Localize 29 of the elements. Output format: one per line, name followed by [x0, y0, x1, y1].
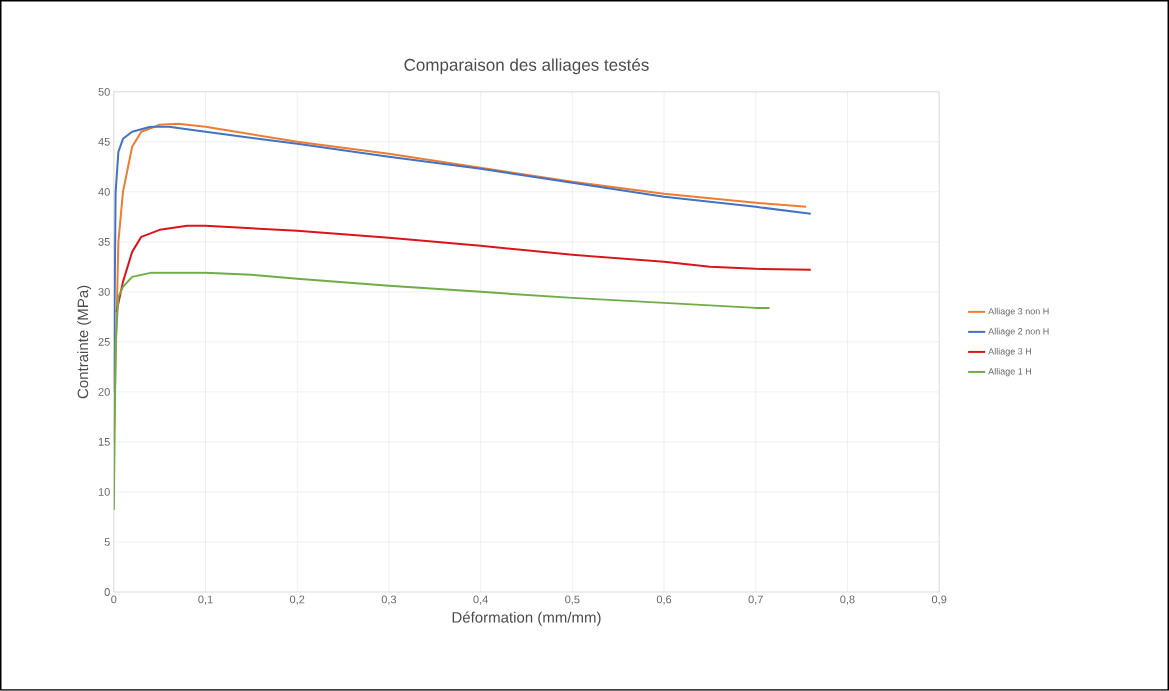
y-tick-label: 20 — [98, 388, 110, 396]
x-tick-label: 0 — [111, 595, 117, 604]
x-tick-label: 0,4 — [473, 595, 488, 605]
x-tick-label: 0,1 — [198, 595, 213, 605]
x-tick-label: 0,8 — [840, 595, 855, 605]
x-tick-label: 0,6 — [656, 595, 672, 605]
y-tick-label: 45 — [98, 138, 110, 146]
chart-title: Comparaison des alliages testés — [404, 58, 649, 75]
legend-label: Alliage 2 non H — [988, 327, 1049, 337]
y-tick-label: 5 — [104, 538, 110, 546]
y-axis-title: Contrainte (MPa) — [77, 285, 92, 399]
y-tick-label: 0 — [104, 588, 110, 596]
x-tick-label: 0,2 — [289, 595, 305, 605]
legend-label: Alliage 1 H — [988, 368, 1031, 377]
x-tick-label: 0,3 — [381, 595, 397, 605]
y-tick-label: 50 — [98, 87, 110, 96]
x-axis-title: Déformation (mm/mm) — [452, 611, 601, 626]
legend-label: Alliage 3 H — [988, 347, 1031, 357]
legend-label: Alliage 3 non H — [988, 307, 1049, 317]
y-tick-label: 35 — [98, 238, 110, 246]
y-tick-label: 10 — [98, 488, 110, 496]
y-tick-label: 30 — [98, 288, 110, 296]
x-tick-label: 0,5 — [565, 595, 580, 605]
line-series — [115, 224, 812, 313]
x-tick-label: 0,9 — [931, 595, 947, 605]
y-tick-label: 15 — [98, 438, 110, 446]
y-tick-label: 40 — [98, 188, 110, 196]
y-tick-label: 25 — [98, 338, 110, 346]
x-tick-label: 0,7 — [748, 595, 763, 605]
